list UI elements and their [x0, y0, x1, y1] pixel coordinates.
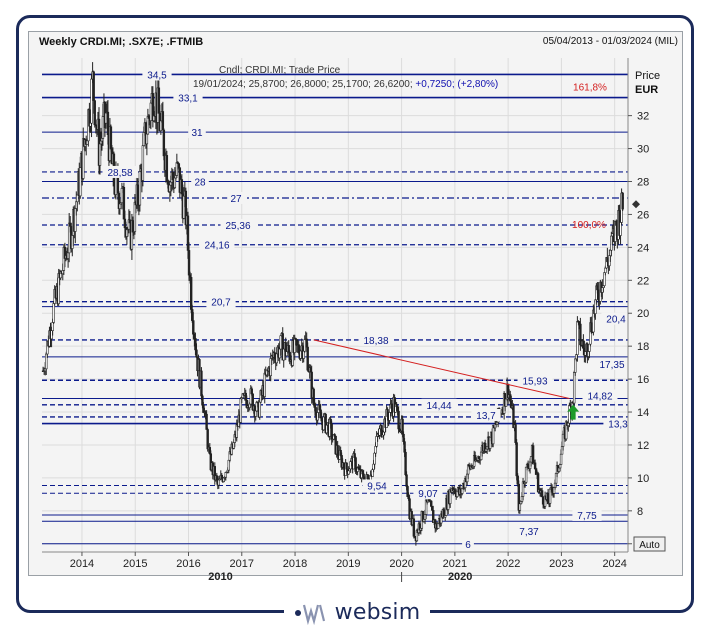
footer: websim — [0, 600, 714, 628]
websim-logo[interactable]: websim — [283, 600, 431, 625]
auto-button[interactable]: Auto — [633, 536, 666, 552]
date-range: 05/04/2013 - 01/03/2024 (MIL) — [542, 36, 678, 47]
websim-logo-mark-icon — [294, 604, 325, 625]
websim-logo-text: websim — [334, 600, 421, 625]
chart-title: Weekly CRDI.MI; .SX7E; .FTMIB — [39, 36, 204, 48]
plot-area — [28, 31, 683, 576]
auto-button-label: Auto — [639, 540, 660, 551]
